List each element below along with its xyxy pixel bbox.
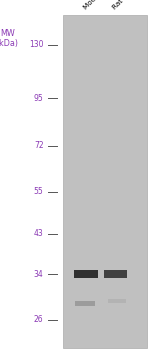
Text: 55: 55 bbox=[34, 187, 44, 196]
FancyBboxPatch shape bbox=[75, 301, 95, 306]
Text: 72: 72 bbox=[34, 141, 43, 150]
Text: 95: 95 bbox=[34, 94, 44, 103]
FancyBboxPatch shape bbox=[104, 270, 127, 278]
Text: 130: 130 bbox=[29, 40, 44, 49]
Text: MW
(kDa): MW (kDa) bbox=[0, 29, 18, 48]
Text: Rat brain: Rat brain bbox=[111, 0, 139, 11]
Text: Mouse brain: Mouse brain bbox=[82, 0, 118, 11]
Text: 43: 43 bbox=[34, 229, 44, 238]
Text: 26: 26 bbox=[34, 315, 43, 325]
FancyBboxPatch shape bbox=[108, 299, 126, 303]
Text: 34: 34 bbox=[34, 269, 44, 278]
FancyBboxPatch shape bbox=[74, 270, 98, 278]
FancyBboxPatch shape bbox=[63, 15, 147, 348]
